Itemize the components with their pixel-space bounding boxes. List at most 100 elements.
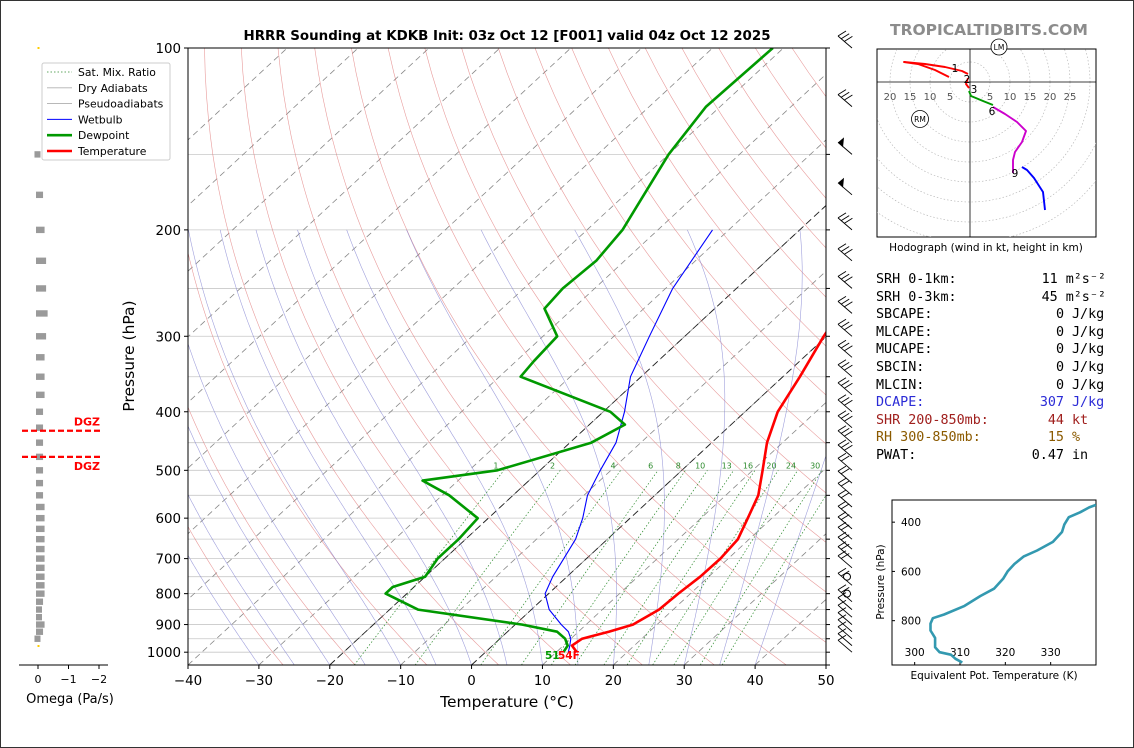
wind-barb-flag bbox=[844, 217, 853, 224]
wind-barb-staff bbox=[837, 35, 853, 49]
wind-barb-flag bbox=[840, 587, 850, 593]
wind-barb-flag bbox=[837, 511, 847, 518]
wind-barb bbox=[837, 271, 853, 289]
omega-bar bbox=[36, 408, 44, 415]
wind-barb bbox=[837, 621, 853, 640]
wind-barb-staff bbox=[837, 626, 853, 640]
wind-barb-staff bbox=[837, 457, 853, 471]
wind-barb-staff bbox=[837, 619, 853, 633]
pressure-tick-label: 300 bbox=[155, 330, 181, 345]
stat-unit: J/kg bbox=[1072, 395, 1105, 411]
omega-bar bbox=[36, 492, 44, 499]
omega-bar bbox=[36, 439, 44, 446]
dry-adiabat-line bbox=[608, 48, 826, 347]
mixing-ratio-line bbox=[414, 470, 561, 665]
wind-barb-flag bbox=[844, 364, 853, 371]
omega-bar bbox=[36, 503, 45, 511]
wind-barb-flag bbox=[840, 514, 850, 520]
omega-top-marker bbox=[37, 47, 40, 49]
stat-label: SHR 200-850mb: bbox=[876, 412, 989, 428]
stat-unit: J/kg bbox=[1072, 307, 1105, 323]
wind-barb-flag bbox=[837, 425, 847, 432]
stat-unit: m²s⁻² bbox=[1065, 289, 1106, 305]
omega-bar bbox=[36, 467, 44, 474]
temperature-tick-label: 40 bbox=[747, 674, 764, 689]
pressure-tick-label: 900 bbox=[155, 619, 181, 634]
stat-row: SBCIN: 0 J/kg bbox=[876, 359, 1106, 377]
hodograph-ring-label: 5 bbox=[947, 92, 953, 103]
stat-unit: in bbox=[1072, 447, 1089, 463]
wind-barb-flag bbox=[840, 397, 850, 403]
wind-barb bbox=[837, 339, 853, 358]
omega-panel: 0 −1 −2 DGZ DGZ bbox=[19, 47, 108, 686]
wind-barb-flag bbox=[837, 89, 847, 95]
dry-adiabat-line bbox=[534, 48, 826, 445]
wind-barb bbox=[837, 477, 853, 496]
moist-adiabat-line bbox=[480, 229, 617, 665]
wind-barb-staff bbox=[837, 639, 853, 653]
wind-barb-flag bbox=[840, 273, 850, 280]
isotherm-line bbox=[188, 48, 713, 535]
wind-barb-staff bbox=[837, 536, 853, 550]
wind-barb-staff bbox=[837, 612, 853, 625]
wind-barb-flag bbox=[844, 444, 853, 451]
wind-barb-flag bbox=[840, 298, 850, 305]
omega-bar bbox=[36, 564, 45, 572]
wind-barb bbox=[837, 452, 853, 471]
wind-barb-flag bbox=[840, 362, 850, 368]
hodograph-height-label: 1 bbox=[952, 63, 959, 75]
wind-barb-flag bbox=[844, 382, 853, 389]
wind-barb-flag bbox=[837, 521, 847, 528]
mixing-ratio-line bbox=[574, 470, 708, 665]
dry-adiabat-line bbox=[314, 48, 715, 665]
wind-barb-staff bbox=[837, 444, 853, 458]
isotherm-zero-line bbox=[471, 336, 826, 665]
surface-labels: 51 54F bbox=[545, 650, 580, 662]
isotherm-line bbox=[188, 48, 784, 600]
omega-bar bbox=[36, 226, 45, 234]
stat-value: 0 bbox=[1055, 359, 1064, 375]
stat-label: SBCIN: bbox=[876, 359, 925, 375]
dry-adiabat-line bbox=[498, 48, 826, 494]
storm-motion-rm-label: RM bbox=[914, 115, 926, 124]
theta-e-x-tick-label: 310 bbox=[950, 647, 970, 659]
temperature-tick-label: 0 bbox=[467, 674, 476, 689]
wind-barb bbox=[837, 177, 853, 196]
wind-barb-pennant bbox=[838, 177, 844, 188]
temperature-tick-label: −10 bbox=[387, 674, 415, 689]
wind-barb-flag bbox=[840, 342, 850, 349]
stat-label: RH 300-850mb: bbox=[876, 430, 981, 446]
stat-unit: % bbox=[1072, 430, 1081, 446]
omega-bar bbox=[36, 257, 47, 264]
moist-adiabat-line bbox=[406, 229, 579, 665]
stat-row: SHR 200-850mb: 44 kt bbox=[876, 412, 1106, 430]
wind-barb-flag bbox=[837, 634, 847, 641]
mixing-ratio-line bbox=[673, 470, 798, 665]
omega-bar bbox=[34, 151, 41, 158]
wind-barb bbox=[837, 550, 853, 569]
mixing-ratio-label: 2 bbox=[550, 461, 555, 470]
wind-barb-flag bbox=[837, 500, 847, 507]
hodograph-ring-label: 10 bbox=[1004, 92, 1017, 103]
wind-barb-flag bbox=[844, 36, 853, 42]
wind-barb bbox=[837, 634, 853, 653]
stat-unit: m²s⁻² bbox=[1065, 272, 1106, 287]
moist-adiabat-line bbox=[219, 229, 437, 665]
mixing-ratio-label: 4 bbox=[611, 461, 616, 470]
mixing-ratio-label: 6 bbox=[648, 461, 653, 470]
omega-bar bbox=[36, 373, 45, 380]
wind-barb-flag bbox=[844, 430, 853, 437]
wind-barb-flag bbox=[840, 492, 850, 499]
hodograph-trace bbox=[1021, 166, 1046, 211]
pressure-tick-label: 200 bbox=[155, 224, 181, 239]
wind-barb-pennant bbox=[838, 137, 844, 148]
isotherm-line bbox=[613, 467, 826, 665]
wind-barb-flag bbox=[840, 480, 850, 487]
wind-barb-staff bbox=[837, 470, 853, 484]
mixing-ratio-label: 16 bbox=[743, 461, 753, 470]
brand-watermark: TROPICALTIDBITS.COM bbox=[890, 21, 1088, 39]
wind-barb-flag bbox=[837, 465, 847, 472]
y-axis-label: Pressure (hPa) bbox=[120, 300, 138, 411]
omega-bar bbox=[36, 453, 44, 461]
storm-motion-rm-marker bbox=[911, 110, 929, 128]
